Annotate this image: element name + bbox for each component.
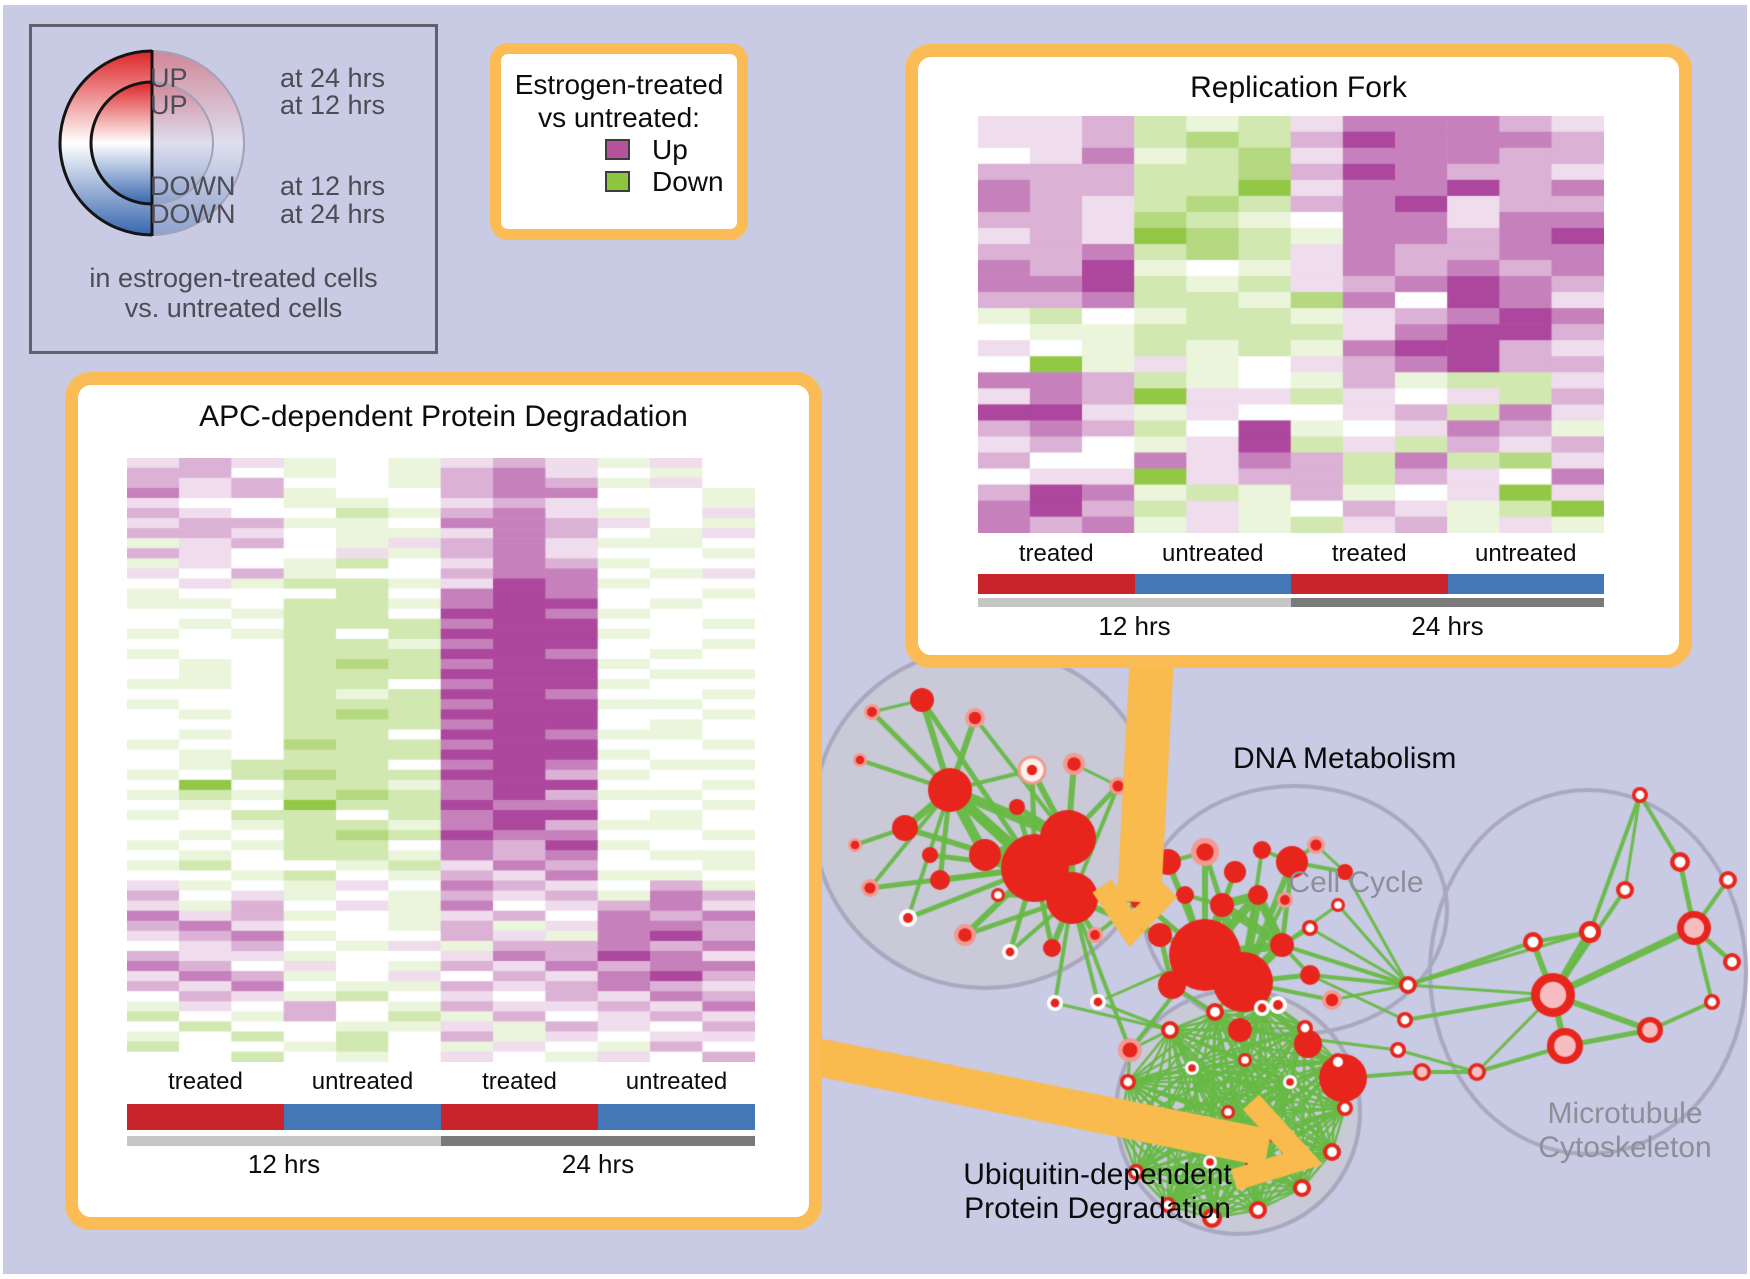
legend-direction: DOWN bbox=[150, 171, 236, 201]
microtubule-line2: Cytoskeleton bbox=[1538, 1131, 1712, 1164]
cluster-label-cell-cycle: Cell Cycle bbox=[1288, 866, 1424, 899]
treated-label: treated bbox=[482, 1068, 557, 1095]
time-color-bars bbox=[127, 1136, 755, 1146]
replication-fork-panel: Replication Fork treated untreated treat… bbox=[905, 44, 1692, 668]
untreated-bar bbox=[1447, 574, 1604, 594]
untreated-label: untreated bbox=[625, 1068, 728, 1095]
legend-time: at 24 hrs bbox=[280, 63, 386, 93]
treated-bar bbox=[127, 1104, 284, 1130]
cluster-label-dna-metabolism: DNA Metabolism bbox=[1233, 742, 1457, 775]
untreated-bar bbox=[1134, 574, 1291, 594]
estrogen-legend-title-line2: vs untreated: bbox=[538, 102, 700, 133]
treated-label: treated bbox=[168, 1068, 243, 1095]
condition-color-bars bbox=[978, 574, 1604, 594]
legend-caption-line1: in estrogen-treated cells bbox=[89, 263, 378, 293]
updown-ring-legend: UP at 24 hrs UP at 12 hrs DOWN at 12 hrs… bbox=[29, 24, 438, 354]
legend-item-down: Down bbox=[605, 166, 737, 198]
condition-color-bars bbox=[127, 1104, 755, 1130]
ubiquitin-line2: Protein Degradation bbox=[964, 1192, 1231, 1225]
12hrs-bar bbox=[978, 598, 1291, 607]
replication-fork-heatmap bbox=[978, 116, 1604, 533]
treated-label: treated bbox=[1331, 540, 1407, 567]
untreated-bar bbox=[598, 1104, 755, 1130]
24hrs-bar bbox=[1291, 598, 1604, 607]
up-color-swatch bbox=[605, 139, 630, 160]
up-label: Up bbox=[652, 134, 688, 165]
down-color-swatch bbox=[605, 171, 630, 192]
legend-caption-line2: vs. untreated cells bbox=[124, 293, 343, 323]
estrogen-legend-title-line1: Estrogen-treated bbox=[514, 69, 724, 100]
cluster-label-microtubule-cytoskeleton: Microtubule Cytoskeleton bbox=[1475, 1097, 1750, 1165]
treated-label: treated bbox=[1018, 540, 1094, 567]
legend-item-up: Up bbox=[605, 134, 737, 166]
24hrs-bar bbox=[441, 1136, 755, 1146]
time-labels: 12 hrs 24 hrs bbox=[978, 611, 1604, 642]
condition-labels: treated untreated treated untreated bbox=[127, 1068, 755, 1096]
apc-heatmap bbox=[127, 458, 755, 1062]
12hrs-bar bbox=[127, 1136, 441, 1146]
legend-time: at 12 hrs bbox=[280, 90, 386, 120]
ubiquitin-line1: Ubiquitin-dependent bbox=[963, 1158, 1232, 1191]
cluster-label-ubiquitin-degradation: Ubiquitin-dependent Protein Degradation bbox=[925, 1158, 1270, 1226]
time-labels: 12 hrs 24 hrs bbox=[127, 1149, 755, 1180]
treated-bar bbox=[441, 1104, 598, 1130]
untreated-label: untreated bbox=[1162, 540, 1264, 567]
time-color-bars bbox=[978, 598, 1604, 607]
legend-time: at 24 hrs bbox=[280, 199, 386, 229]
legend-time: at 12 hrs bbox=[280, 171, 386, 201]
microtubule-line1: Microtubule bbox=[1547, 1097, 1703, 1130]
treated-bar bbox=[1291, 574, 1448, 594]
12hrs-label: 12 hrs bbox=[247, 1149, 321, 1179]
treated-bar bbox=[978, 574, 1135, 594]
updown-ring-glyph bbox=[58, 49, 245, 237]
condition-labels: treated untreated treated untreated bbox=[978, 540, 1604, 568]
replication-fork-title: Replication Fork bbox=[1190, 71, 1407, 104]
untreated-label: untreated bbox=[311, 1068, 414, 1095]
legend-direction: UP bbox=[150, 90, 188, 120]
estrogen-color-legend: Estrogen-treated vs untreated: Up Down bbox=[490, 43, 748, 240]
apc-panel-title: APC-dependent Protein Degradation bbox=[199, 400, 688, 433]
legend-direction: UP bbox=[150, 63, 188, 93]
legend-direction: DOWN bbox=[150, 199, 236, 229]
untreated-bar bbox=[284, 1104, 441, 1130]
down-label: Down bbox=[652, 166, 724, 197]
apc-degradation-panel: APC-dependent Protein Degradation treate… bbox=[65, 372, 822, 1230]
24hrs-label: 24 hrs bbox=[1411, 611, 1484, 641]
12hrs-label: 12 hrs bbox=[1098, 611, 1171, 641]
24hrs-label: 24 hrs bbox=[561, 1149, 635, 1179]
untreated-label: untreated bbox=[1475, 540, 1577, 567]
